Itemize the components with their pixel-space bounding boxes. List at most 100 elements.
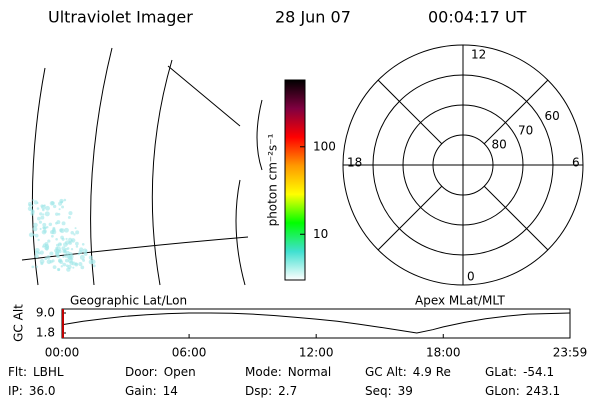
aurora-pixel: [79, 254, 85, 260]
colorbar: [284, 79, 306, 281]
status-value: 39: [398, 384, 413, 398]
apex-title: Apex MLat/MLT: [415, 294, 505, 308]
time: 00:04:17 UT: [428, 8, 527, 27]
aurora-pixel: [39, 212, 43, 216]
aurora-pixel: [74, 227, 77, 230]
aurora-pixel: [84, 249, 88, 253]
meridian: [31, 67, 46, 286]
aurora-pixel: [64, 240, 70, 245]
aurora-pixel: [73, 233, 76, 236]
status-label: IP:: [8, 384, 23, 398]
status-value: 4.9 Re: [413, 365, 451, 379]
aurora-pixel: [59, 228, 63, 233]
aurora-pixel: [65, 237, 68, 241]
x-tick-label: 12:00: [299, 346, 334, 360]
aurora-pixel: [60, 235, 64, 240]
status-label: GLon:: [485, 384, 520, 398]
aurora-pixel: [75, 241, 79, 246]
aurora-pixel: [78, 250, 83, 255]
mlt-line: [377, 185, 443, 251]
aurora-pixel: [59, 198, 64, 204]
status-field: Mode: Normal: [245, 365, 331, 379]
status-value: 14: [163, 384, 178, 398]
status-field: Door: Open: [125, 365, 196, 379]
aurora-pixel: [32, 233, 36, 236]
aurora-pixel: [62, 262, 67, 267]
aurora-pixel: [31, 265, 35, 269]
mlt-line: [483, 79, 549, 145]
status-value: 36.0: [29, 384, 56, 398]
aurora-pixel: [35, 265, 39, 268]
aurora-pixel: [75, 230, 80, 235]
mlt-label: 12: [471, 48, 486, 62]
aurora-pixel: [80, 265, 85, 270]
aurora-pixel: [62, 255, 65, 258]
aurora-pixel: [45, 205, 50, 211]
status-field: GLon: 243.1: [485, 384, 560, 398]
aurora-pixel: [58, 258, 63, 263]
aurora-pixel: [51, 259, 55, 263]
status-field: Flt: LBHL: [8, 365, 64, 379]
status-field: GC Alt: 4.9 Re: [365, 365, 451, 379]
aurora-pixel: [37, 238, 40, 242]
aurora-pixel: [60, 265, 63, 268]
aurora-pixel: [81, 242, 85, 246]
aurora-pixel: [70, 257, 74, 261]
aurora-pixel: [72, 266, 75, 269]
aurora-pixel: [56, 267, 61, 272]
x-tick-label: 00:00: [45, 346, 80, 360]
aurora-pixel: [32, 226, 38, 232]
aurora-pixel: [63, 198, 67, 202]
lat-ring-label: 80: [491, 137, 506, 151]
status-value: LBHL: [33, 365, 64, 379]
aurora-pixel: [47, 239, 51, 243]
meridian: [256, 99, 263, 171]
aurora-pixel: [42, 213, 45, 216]
aurora-pixel: [61, 221, 66, 226]
aurora-pixel: [55, 212, 59, 216]
aurora-pixel: [34, 233, 39, 238]
meridian: [235, 179, 246, 286]
aurora-pixel: [39, 259, 45, 264]
status-label: Seq:: [365, 384, 392, 398]
aurora-pixel: [37, 216, 41, 221]
status-field: IP: 36.0: [8, 384, 56, 398]
aurora-pixel: [40, 204, 44, 208]
mlt-label: 6: [572, 156, 580, 170]
status-label: Mode:: [245, 365, 282, 379]
aurora-pixel: [28, 232, 34, 238]
mlt-line: [483, 185, 549, 251]
y-tick-label: 9.0: [36, 306, 55, 320]
lat-ring-label: 70: [518, 123, 533, 137]
aurora-pixel: [31, 204, 34, 207]
altitude-curve: [61, 312, 571, 334]
aurora-pixel: [61, 205, 65, 209]
aurora-pixel: [57, 212, 61, 216]
parallel: [167, 65, 241, 127]
aurora-pixel: [82, 258, 86, 262]
meridian: [90, 47, 113, 286]
status-field: Seq: 39: [365, 384, 413, 398]
aurora-pixel: [42, 226, 45, 230]
instrument: Ultraviolet Imager: [48, 8, 193, 27]
aurora-pixel: [52, 265, 57, 270]
status-field: Gain: 14: [125, 384, 178, 398]
aurora-pixel: [36, 201, 39, 205]
aurora-pixel: [68, 241, 73, 245]
aurora-pixel: [38, 220, 42, 224]
aurora-pixel: [67, 264, 72, 270]
lat-ring-label: 60: [544, 109, 559, 123]
aurora-pixel: [49, 230, 55, 235]
status-field: Dsp: 2.7: [245, 384, 297, 398]
aurora-pixel: [32, 199, 35, 202]
status-field: GLat: -54.1: [485, 365, 554, 379]
aurora-pixel: [70, 230, 75, 235]
status-value: 243.1: [526, 384, 560, 398]
status-value: Normal: [288, 365, 331, 379]
status-value: -54.1: [523, 365, 554, 379]
aurora-pixel: [68, 211, 73, 216]
status-label: GC Alt:: [365, 365, 407, 379]
aurora-pixel: [49, 251, 54, 256]
aurora-pixel: [46, 226, 49, 229]
